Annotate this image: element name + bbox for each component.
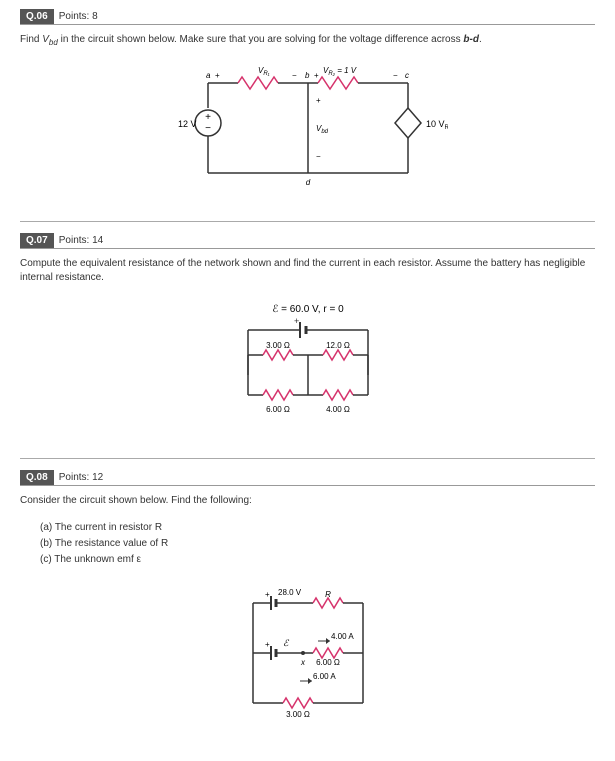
q08-i1: 4.00 A: [331, 632, 354, 641]
svg-text:Vbd: Vbd: [316, 124, 329, 135]
q06-src-right-sub: R₁: [444, 125, 447, 131]
q08-diagram: x 28.0 V + R ℰ + 4.00 A 6.00 Ω 6.00 A 3.…: [20, 583, 595, 726]
q06-prompt: Find Vbd in the circuit shown below. Mak…: [20, 33, 595, 48]
q08-points: Points: 12: [59, 472, 103, 483]
q06-src-minus: −: [205, 123, 211, 134]
svg-text:10 VR₁: 10 VR₁: [426, 119, 448, 131]
q06-prompt-mid: in the circuit shown below. Make sure th…: [58, 34, 464, 45]
q08-part-a: (a) The current in resistor R: [40, 520, 595, 536]
q06-node-c: c: [405, 71, 409, 80]
q06-vbd-plus: +: [316, 96, 321, 105]
q06-var-sub: bd: [49, 38, 58, 47]
q08-prompt: Consider the circuit shown below. Find t…: [20, 494, 595, 508]
q08-part-b: (b) The resistance value of R: [40, 536, 595, 552]
q08-label: Q.08: [20, 470, 54, 485]
q06-label: Q.06: [20, 9, 54, 24]
svg-text:+: +: [294, 316, 299, 326]
q06-prompt-bold: b-d: [463, 34, 479, 45]
q06-prompt-pre: Find: [20, 34, 42, 45]
q07-prompt: Compute the equivalent resistance of the…: [20, 257, 595, 285]
q06-diagram: + − 12 V 10 VR₁ a + b − + c − d VR₁ VR₂ …: [20, 63, 595, 196]
svg-text:VR₁: VR₁: [258, 66, 270, 77]
q06-prompt-end: .: [479, 34, 482, 45]
separator-2: [20, 458, 595, 459]
svg-text:+: +: [265, 640, 270, 649]
q06-node-a: a: [206, 71, 211, 80]
q08-r3: 3.00 Ω: [286, 710, 310, 719]
q08-emf: ℰ: [283, 638, 290, 648]
q06-src-left: 12 V: [178, 119, 197, 129]
q08-node-x: x: [300, 658, 306, 667]
q07-header: Q.07 Points: 14: [20, 234, 595, 249]
q07-r4: 4.00 Ω: [326, 405, 350, 414]
q07-points: Points: 14: [59, 235, 103, 246]
q08-header: Q.08 Points: 12: [20, 471, 595, 486]
q07-label: Q.07: [20, 233, 54, 248]
q06-vbd-sub: bd: [321, 129, 328, 135]
q06-vr2-val: = 1 V: [334, 66, 356, 75]
q07-diagram: ℰ = 60.0 V, r = 0 +: [20, 300, 595, 433]
q08-v1: 28.0 V: [278, 588, 302, 597]
svg-text:VR₂ = 1 V: VR₂ = 1 V: [323, 66, 357, 77]
q08-R: R: [325, 590, 331, 599]
q06-a-plus: +: [215, 71, 220, 80]
q06-header: Q.06 Points: 8: [20, 10, 595, 25]
q06-b-minus: −: [292, 71, 297, 80]
q06-src-right: 10 V: [426, 119, 445, 129]
q06-points: Points: 8: [59, 11, 98, 22]
q06-b-plus: +: [314, 71, 319, 80]
q08-i2: 6.00 A: [313, 672, 336, 681]
q08-part-c: (c) The unknown emf ε: [40, 552, 595, 568]
q06-src-plus: +: [205, 112, 211, 123]
q06-var: V: [42, 34, 49, 45]
q07-r3: 6.00 Ω: [266, 405, 290, 414]
q07-emf-label: ℰ = 60.0 V, r = 0: [272, 304, 344, 315]
separator-1: [20, 221, 595, 222]
svg-text:+: +: [265, 590, 270, 599]
q06-c-minus: −: [393, 71, 398, 80]
q06-vr1-sub: R₁: [263, 71, 269, 77]
q08-r6: 6.00 Ω: [316, 658, 340, 667]
q07-r2: 12.0 Ω: [326, 341, 350, 350]
q06-vbd-minus: −: [316, 152, 321, 161]
q07-r1: 3.00 Ω: [266, 341, 290, 350]
q08-parts: (a) The current in resistor R (b) The re…: [40, 520, 595, 568]
q06-node-d: d: [305, 178, 310, 187]
q06-node-b: b: [305, 71, 310, 80]
